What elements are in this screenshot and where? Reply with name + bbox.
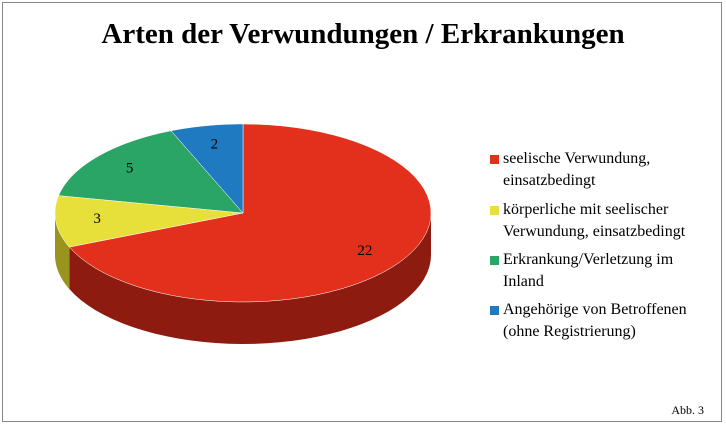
legend-item: Angehörige von Betroffenen (ohne Registr… (490, 299, 715, 343)
data-label: 3 (93, 211, 101, 227)
pie-slice (170, 123, 244, 214)
pie-slice (58, 130, 244, 214)
legend-swatch (490, 155, 499, 164)
legend-swatch (490, 206, 499, 215)
data-label: 5 (126, 160, 134, 176)
note: Abb. 3 (671, 403, 704, 417)
legend-label: körperliche mit seelischer Verwundung, e… (503, 201, 686, 240)
frame (2, 2, 722, 422)
pie-side (69, 213, 432, 344)
legend-swatch (490, 306, 499, 315)
chart-title: Arten der Verwundungen / Erkrankungen (101, 18, 625, 50)
legend-swatch (490, 256, 499, 265)
pie-slice (54, 195, 244, 248)
pie-slice (68, 123, 432, 303)
data-label: 22 (357, 243, 372, 259)
legend-label: Erkrankung/Verletzung im Inland (503, 251, 674, 290)
legend-label: seelische Verwundung, einsatzbedingt (503, 150, 651, 189)
legend-item: Erkrankung/Verletzung im Inland (490, 249, 715, 293)
legend-item: seelische Verwundung, einsatzbedingt (490, 148, 715, 192)
legend-label: Angehörige von Betroffenen (ohne Registr… (503, 301, 687, 340)
data-label: 2 (211, 136, 219, 152)
pie-side (55, 213, 70, 290)
legend-item: körperliche mit seelischer Verwundung, e… (490, 199, 715, 243)
